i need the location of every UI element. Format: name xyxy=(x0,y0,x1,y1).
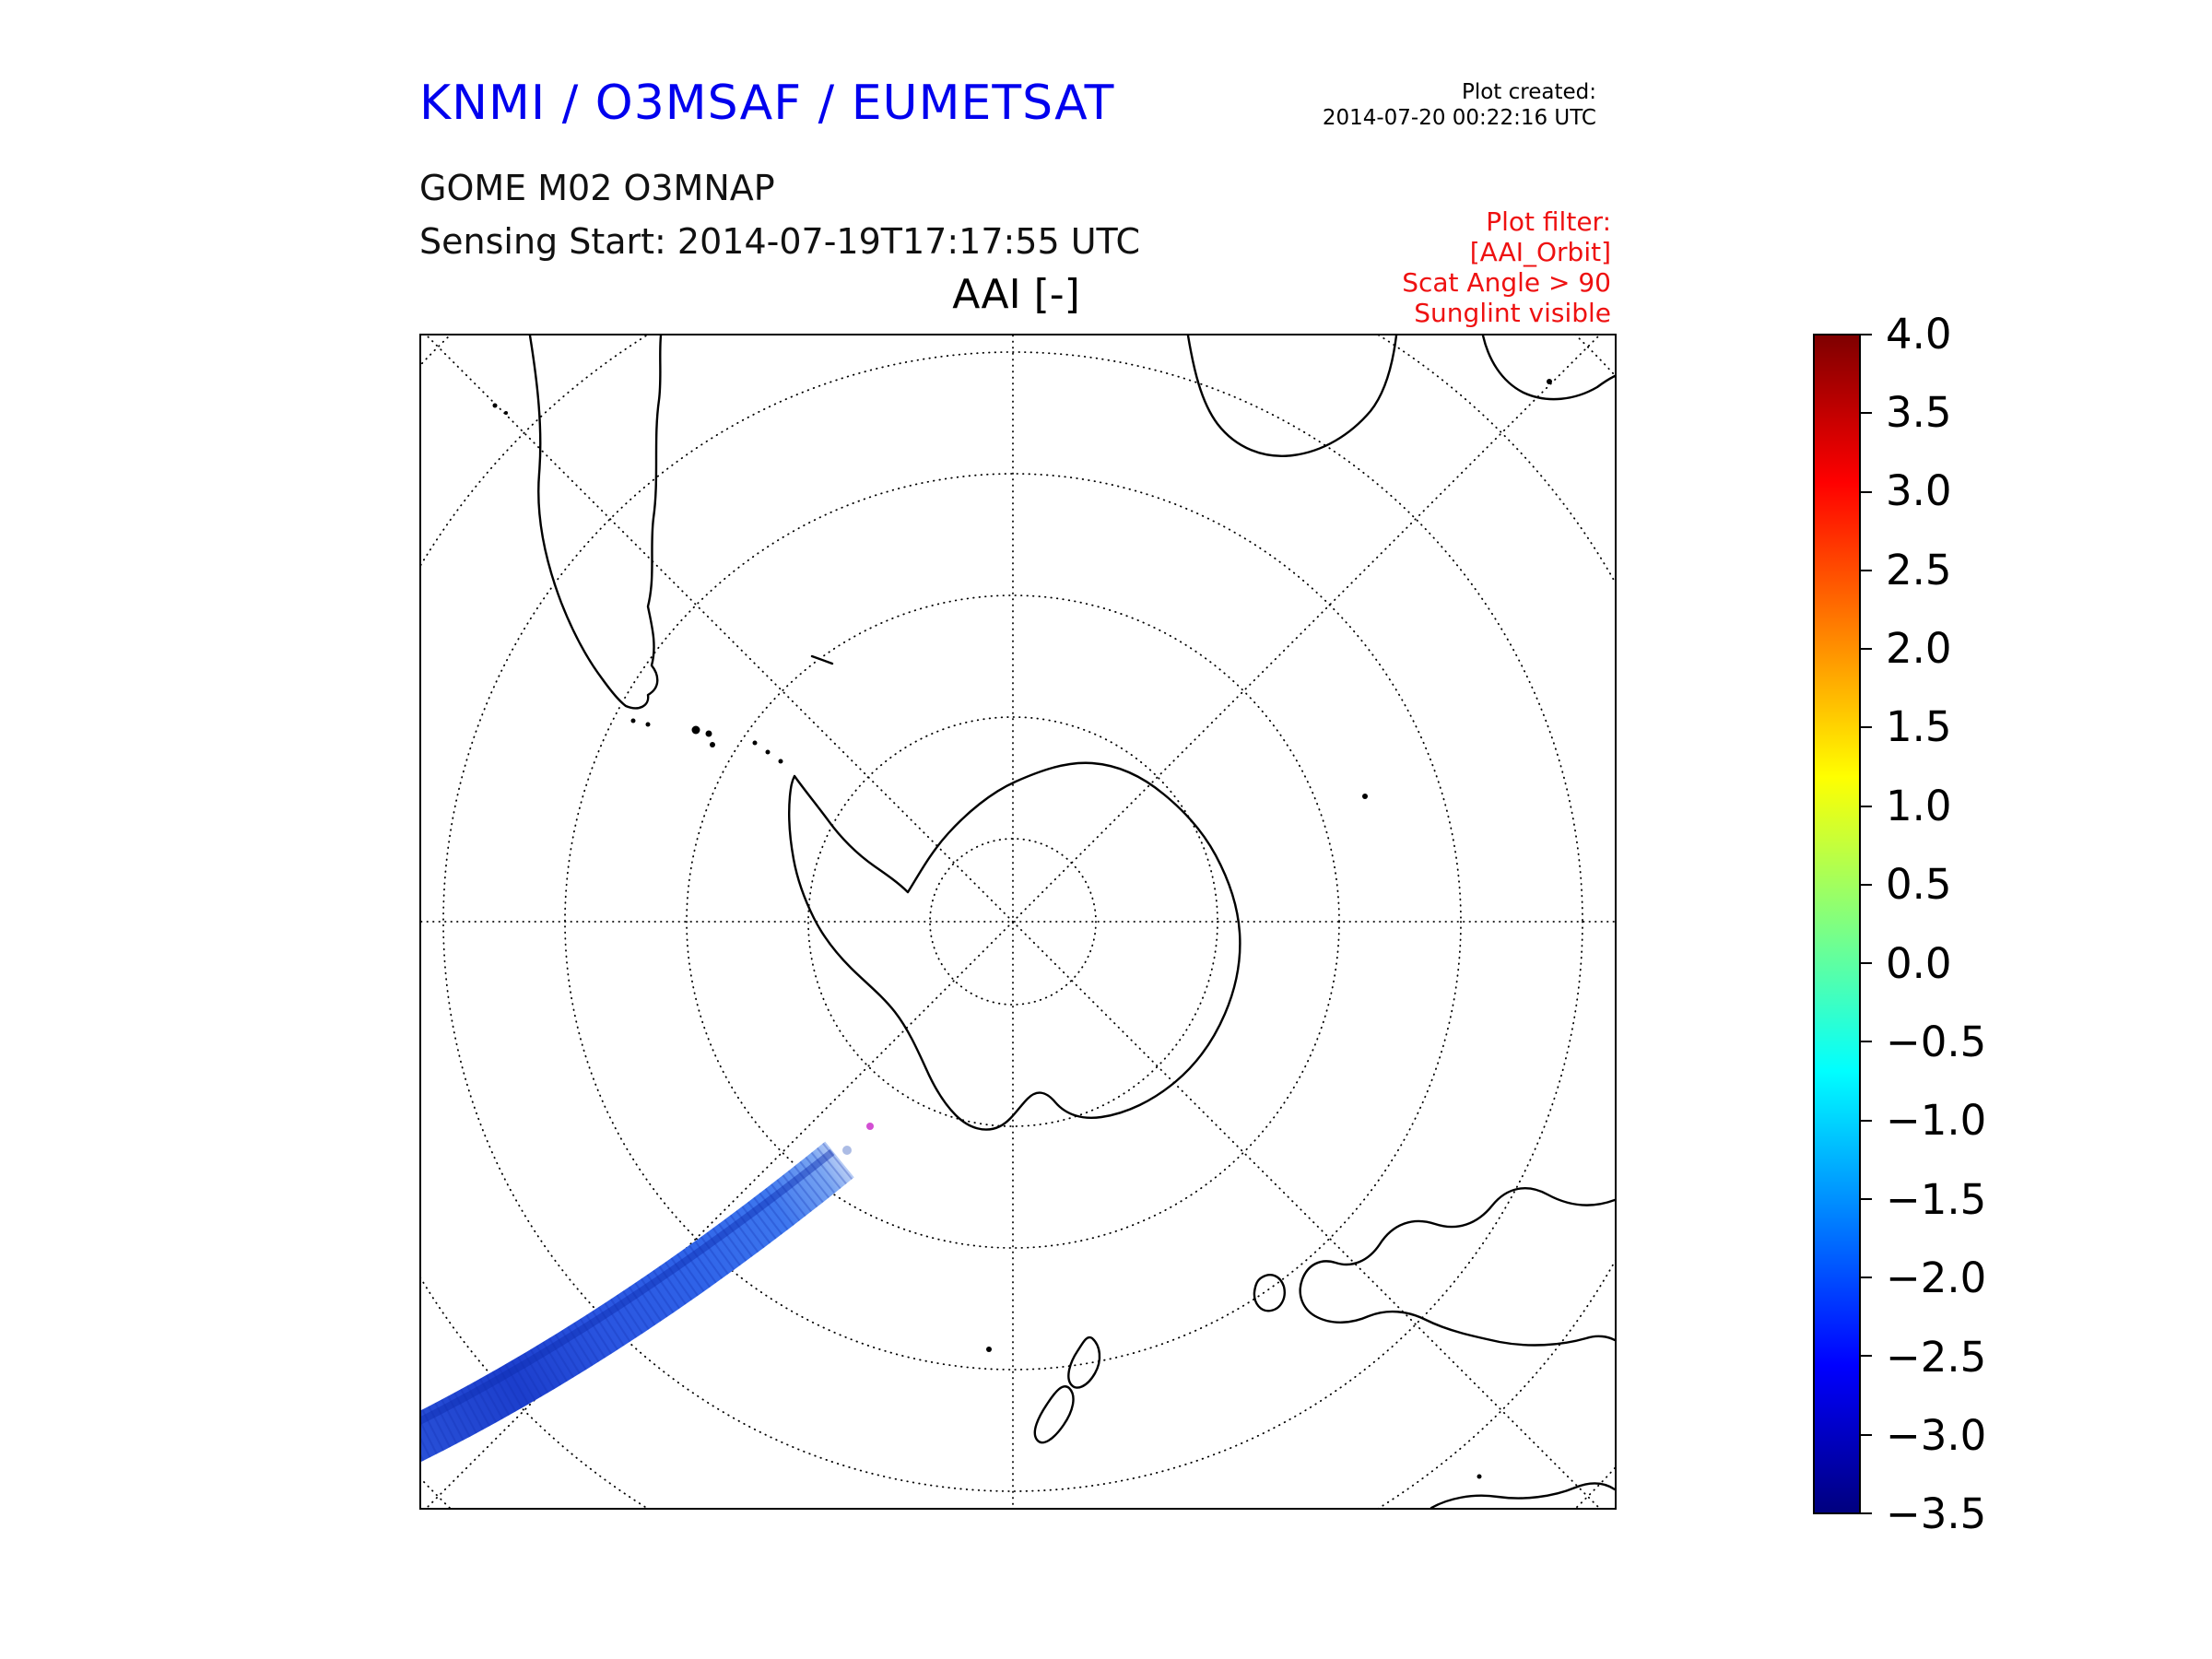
map-plot xyxy=(419,334,1617,1510)
small-islands xyxy=(492,403,1482,1479)
africa-coastline xyxy=(1186,335,1615,457)
south-america-coastline xyxy=(528,335,834,737)
chart-title: AAI [-] xyxy=(952,271,1080,318)
swath-anomaly-pixel xyxy=(866,1123,874,1130)
plot-created-block: Plot created: 2014-07-20 00:22:16 UTC xyxy=(1323,79,1596,131)
swath-tip-pixel xyxy=(842,1146,852,1155)
page-title: KNMI / O3MSAF / EUMETSAT xyxy=(419,76,1115,131)
sensing-start-label: Sensing Start: 2014-07-19T17:17:55 UTC xyxy=(419,221,1141,262)
south-georgia-island xyxy=(810,654,834,665)
falkland-islands xyxy=(691,725,700,735)
satellite-swath xyxy=(421,1123,874,1463)
colorbar-gradient xyxy=(1813,334,1861,1514)
map-svg xyxy=(421,335,1615,1508)
plot-filter-line: Plot filter: xyxy=(1486,206,1611,237)
madagascar-tip xyxy=(1547,379,1552,384)
plot-created-value: 2014-07-20 00:22:16 UTC xyxy=(1322,106,1596,130)
graticule-meridians xyxy=(421,335,1615,1508)
tasmania-coastline xyxy=(1253,1274,1286,1312)
australia-coastline xyxy=(1253,1187,1615,1508)
plot-filter-line: Sunglint visible xyxy=(1414,298,1611,328)
new-zealand-coastline xyxy=(1033,1335,1101,1444)
antarctica-coastline xyxy=(788,761,1241,1131)
colorbar-ticks xyxy=(1861,334,1874,1514)
plot-created-label: Plot created: xyxy=(1461,80,1596,104)
plot-filter-line: Scat Angle > 90 xyxy=(1402,267,1611,298)
plot-filter-line: [AAI_Orbit] xyxy=(1469,237,1611,267)
instrument-label: GOME M02 O3MNAP xyxy=(419,168,775,208)
colorbar-labels: 4.0 3.5 3.0 2.5 2.0 1.5 1.0 0.5 0.0 −0.5… xyxy=(1886,309,1987,1539)
heard-island xyxy=(1362,794,1368,799)
south-shetland-islands xyxy=(752,740,783,764)
plot-filter-block: Plot filter: [AAI_Orbit] Scat Angle > 90… xyxy=(1402,206,1611,328)
